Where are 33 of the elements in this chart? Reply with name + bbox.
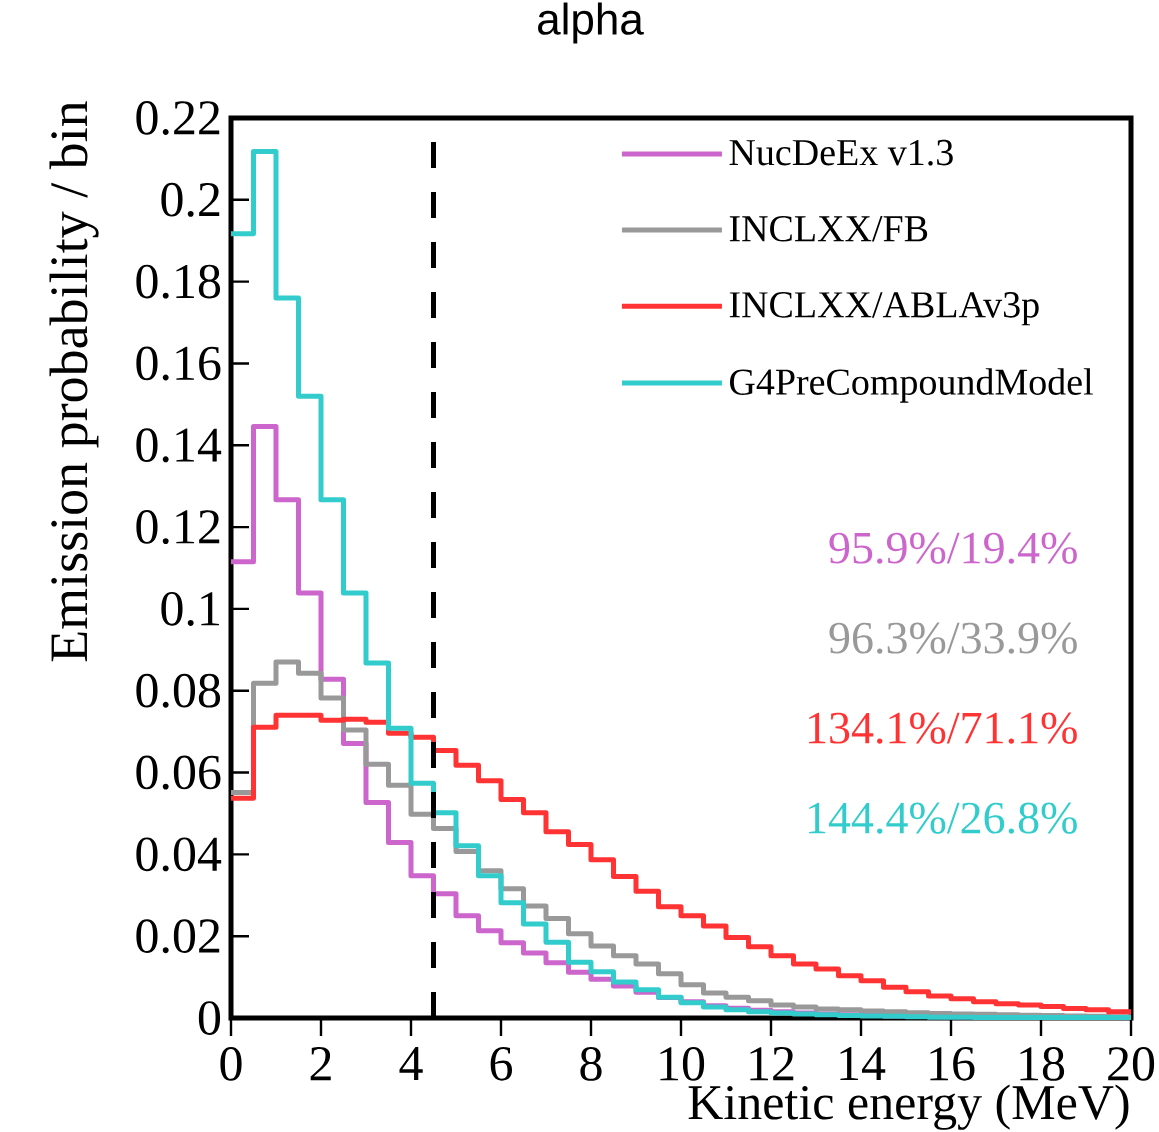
chart-title: alpha (538, 2, 644, 44)
x-tick-label: 14 (840, 1047, 886, 1081)
x-tick-label: 18 (1020, 1047, 1065, 1081)
y-tick-label: 0.08 (136, 673, 221, 708)
y-tick-label: 0.1 (161, 591, 219, 626)
y-tick-label: 0.18 (136, 264, 221, 299)
x-axis-title: Kinetic energy (MeV) (688, 1084, 1129, 1130)
x-tick-label: 10 (660, 1047, 705, 1081)
x-tick-label: 6 (490, 1047, 512, 1081)
legend-label: INCLXX/FB (729, 215, 928, 242)
y-tick-label: 0.2 (161, 182, 220, 217)
y-tick-label: 0.16 (136, 346, 221, 381)
y-tick-label: 0.06 (136, 755, 221, 790)
legend-label: G4PreCompoundModel (729, 368, 1093, 403)
x-tick-label: 8 (580, 1047, 602, 1081)
legend-label: NucDeEx v1.3 (729, 139, 953, 166)
x-tick-label: 20 (1108, 1047, 1155, 1081)
y-tick-label: 0.04 (136, 837, 222, 872)
y-tick-label: 0 (198, 1001, 221, 1035)
x-tick-label: 16 (930, 1047, 975, 1081)
x-tick-label: 12 (750, 1047, 794, 1081)
y-axis-title: Emission probability / bin (49, 101, 99, 662)
x-tick-label: 4 (399, 1047, 423, 1080)
annotation: 95.9%/19.4% (829, 532, 1077, 564)
y-tick-label: 0.14 (136, 428, 222, 463)
annotation: 134.1%/71.1% (809, 712, 1077, 744)
annotation: 144.4%/26.8% (809, 802, 1077, 834)
x-tick-label: 2 (310, 1047, 331, 1081)
legend-label: INCLXX/ABLAv3p (729, 292, 1039, 326)
y-tick-label: 0.12 (136, 510, 220, 545)
y-tick-label: 0.02 (136, 919, 220, 954)
y-tick-label: 0.22 (136, 101, 220, 135)
annotation: 96.3%/33.9% (829, 622, 1077, 654)
